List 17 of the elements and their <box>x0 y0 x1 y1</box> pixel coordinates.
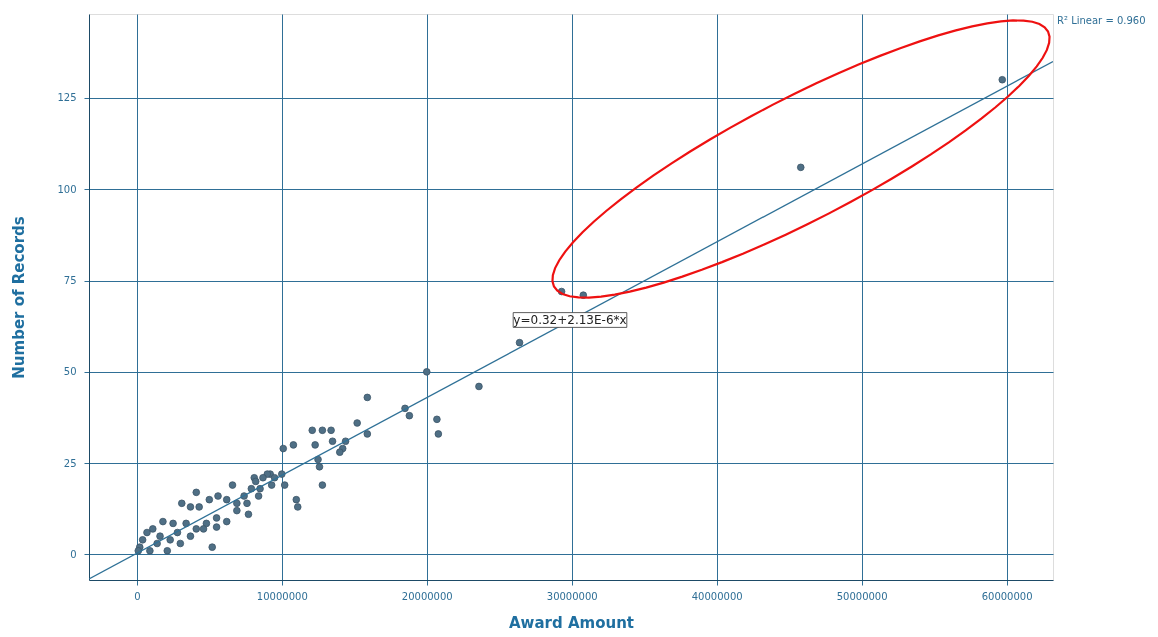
y-axis-title: Number of Records <box>10 216 29 379</box>
x-tick-label: 10000000 <box>256 590 308 602</box>
x-tick-label: 50000000 <box>836 590 888 602</box>
x-tick-label: 30000000 <box>546 590 598 602</box>
y-tick-label: 100 <box>57 183 77 195</box>
x-tick-label: 40000000 <box>691 590 743 602</box>
annotation: y=0.32+2.13E-6*x <box>513 313 627 327</box>
y-tick-label: 125 <box>57 92 77 104</box>
text: R² Linear = 0.960 <box>1057 15 1146 26</box>
y-tick-label: 0 <box>70 548 77 560</box>
x-axis-title: Award Amount <box>508 613 635 632</box>
x-tick-label: 60000000 <box>981 590 1033 602</box>
y-tick-label: 25 <box>63 457 77 469</box>
x-tick-label: 20000000 <box>401 590 453 602</box>
y-tick-label: 50 <box>63 366 77 378</box>
x-tick-label: 0 <box>134 590 141 602</box>
y-tick-label: 75 <box>63 275 77 287</box>
